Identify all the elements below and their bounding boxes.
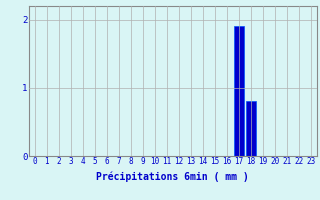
X-axis label: Précipitations 6min ( mm ): Précipitations 6min ( mm ): [96, 172, 249, 182]
Bar: [234, 26, 244, 156]
Bar: [246, 101, 256, 156]
